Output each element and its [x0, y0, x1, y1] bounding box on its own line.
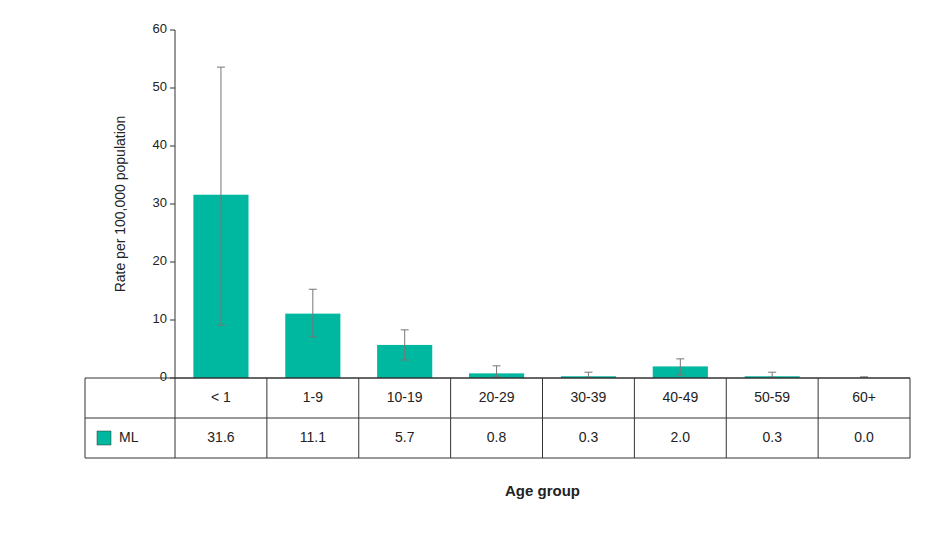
table-line — [85, 458, 910, 459]
legend-label: ML — [119, 429, 139, 445]
error-bar — [493, 366, 501, 377]
y-tick — [170, 320, 175, 321]
category-label: 30-39 — [571, 389, 607, 405]
table-line — [85, 378, 910, 379]
error-bar — [584, 372, 592, 377]
table-line — [358, 378, 359, 458]
error-stem — [404, 330, 405, 360]
plot-area — [193, 67, 868, 378]
error-cap — [309, 289, 317, 290]
chart: 0 10 20 30 40 50 60 Rate per 100,000 population… — [0, 0, 930, 558]
error-stem — [772, 372, 773, 377]
table-value: 11.1 — [300, 429, 326, 445]
error-stem — [680, 359, 681, 375]
error-bar — [309, 289, 317, 337]
table-value: 0.0 — [854, 429, 874, 445]
table-line — [175, 378, 176, 458]
category-label: 10-19 — [387, 389, 423, 405]
table-value: 0.3 — [762, 429, 782, 445]
error-stem — [220, 67, 221, 325]
error-cap — [401, 360, 409, 361]
error-stem — [312, 289, 313, 337]
error-stem — [496, 366, 497, 377]
error-cap — [860, 376, 868, 377]
y-tick — [170, 146, 175, 147]
y-tick-label: 50 — [153, 79, 167, 94]
error-cap — [676, 358, 684, 359]
table-value: 0.8 — [487, 429, 507, 445]
category-label: 1-9 — [303, 389, 323, 405]
error-cap — [676, 375, 684, 376]
y-tick — [170, 262, 175, 263]
category-label: 40-49 — [662, 389, 698, 405]
error-bar — [217, 67, 225, 325]
y-axis-label: Rate per 100,000 population — [112, 116, 128, 293]
x-axis-label: Age group — [505, 482, 580, 499]
table-line — [726, 378, 727, 458]
y-tick-label: 10 — [153, 311, 167, 326]
error-cap — [309, 336, 317, 337]
category-label: 20-29 — [479, 389, 515, 405]
error-bar — [768, 372, 776, 377]
error-cap — [493, 376, 501, 377]
error-cap — [217, 67, 225, 68]
table-line — [85, 418, 910, 419]
error-stem — [588, 372, 589, 377]
table-line — [450, 378, 451, 458]
error-bar — [401, 330, 409, 360]
category-label: 50-59 — [754, 389, 790, 405]
legend-swatch — [97, 431, 111, 445]
table-line — [910, 378, 911, 458]
table-line — [266, 378, 267, 458]
category-label: < 1 — [211, 389, 231, 405]
y-tick-label: 0 — [160, 369, 167, 384]
y-tick — [170, 30, 175, 31]
y-tick-label: 40 — [153, 137, 167, 152]
error-cap — [217, 325, 225, 326]
table-value: 5.7 — [395, 429, 415, 445]
error-cap — [768, 372, 776, 373]
table-line — [818, 378, 819, 458]
y-tick — [170, 204, 175, 205]
error-cap — [401, 329, 409, 330]
y-tick-label: 30 — [153, 195, 167, 210]
error-bar — [676, 359, 684, 375]
table: < 1 1-9 10-19 20-29 30-39 40-49 50-59 60+ 31.6 11… — [85, 378, 910, 458]
table-value: 2.0 — [671, 429, 691, 445]
y-tick-label: 60 — [153, 21, 167, 36]
table-value: 0.3 — [579, 429, 599, 445]
y-tick — [170, 88, 175, 89]
y-tick-label: 20 — [153, 253, 167, 268]
table-line — [542, 378, 543, 458]
error-cap — [584, 372, 592, 373]
category-label: 60+ — [852, 389, 876, 405]
error-cap — [493, 365, 501, 366]
table-line — [85, 378, 86, 458]
table-value: 31.6 — [207, 429, 234, 445]
table-line — [634, 378, 635, 458]
